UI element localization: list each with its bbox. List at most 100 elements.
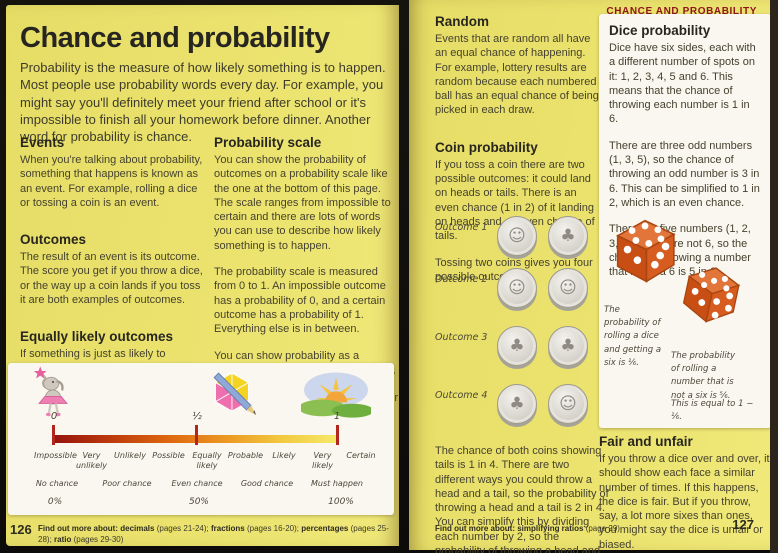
scale-word: Unlikely <box>114 451 146 460</box>
dice-probability-heading: Dice probability <box>609 23 711 38</box>
coin-tails-icon: ♣ <box>548 216 588 256</box>
scale-word: Probable <box>227 451 264 460</box>
footer-pages: (pages 29-30) <box>71 534 124 544</box>
dice-annotation-3: This is equal to 1 − ⅙. <box>671 399 754 423</box>
right-page: CHANCE AND PROBABILITY Random Events tha… <box>409 0 771 553</box>
coins-closing-para: The chance of both coins showing tails i… <box>435 445 609 553</box>
scale-word: Certain <box>346 451 376 460</box>
percent-50: 50% <box>188 497 209 507</box>
page-number: 126 <box>10 522 32 537</box>
footer-prefix: Find out more about: <box>435 524 515 533</box>
coin-probability-para1: If you toss a coin there are two possibl… <box>435 158 595 243</box>
footer-topic: ratio <box>54 534 72 544</box>
scale-word: Likely <box>272 451 296 460</box>
tick-label-1: 1 <box>333 411 341 422</box>
coin-heads-icon: ☺ <box>548 384 588 424</box>
likelihood-words-row: Impossible Very unlikely Unlikely Possib… <box>34 451 380 471</box>
scale-word: Possible <box>152 451 185 460</box>
tick-label-0: 0 <box>50 411 58 422</box>
left-page: Chance and probability Probability is th… <box>6 5 399 546</box>
tick-label-half: ½ <box>192 411 202 422</box>
random-body: Events that are random all have an equal… <box>435 33 599 117</box>
page-number: 127 <box>732 517 754 532</box>
chance-word: No chance <box>35 479 79 488</box>
running-head: CHANCE AND PROBABILITY <box>606 6 757 17</box>
outcome-row-4: Outcome 4 ♣ ☺ <box>435 382 595 428</box>
scale-tick-0 <box>52 425 55 445</box>
outcomes-heading: Outcomes <box>20 232 87 248</box>
right-page-left-column: Random Events that are random all have a… <box>435 14 601 293</box>
intro-paragraph: Probability is the measure of how likely… <box>20 60 386 145</box>
sunrise-icon <box>301 372 371 418</box>
probability-scale-heading: Probability scale <box>214 135 322 150</box>
dice-annotation-2: The probability of rolling a number that… <box>671 351 736 401</box>
footer-pages: (page 29) <box>583 524 620 533</box>
coin-face: ☺ <box>559 394 577 414</box>
probability-scale-para: You can show the probability of outcomes… <box>214 154 391 252</box>
die-two-icon <box>682 267 741 323</box>
scale-tick-1 <box>336 425 339 445</box>
coin-heads-icon: ☺ <box>497 216 537 256</box>
chance-word: Even chance <box>171 479 223 488</box>
scale-word: Very unlikely <box>75 451 108 470</box>
find-out-more: Find out more about: simplifying ratios … <box>435 524 635 535</box>
coin-face: ☺ <box>508 226 526 246</box>
die-one-icon <box>615 219 676 283</box>
random-heading: Random <box>435 14 489 29</box>
scale-word: Very likely <box>312 451 333 470</box>
coin-face: ☺ <box>559 278 577 298</box>
footer-pages: (pages 16-20); <box>244 524 302 533</box>
dice-para: Dice have six sides, each with a differe… <box>609 42 756 126</box>
coin-face: ♣ <box>509 336 525 356</box>
scale-word: Impossible <box>34 451 77 460</box>
scale-tick-half <box>195 425 198 445</box>
coin-heads-icon: ☺ <box>497 268 537 308</box>
outcome-label: Outcome 1 <box>435 222 488 233</box>
probability-scale-para: The probability scale is measured from 0… <box>214 266 386 336</box>
fair-and-unfair-section: Fair and unfair If you throw a dice over… <box>599 434 771 553</box>
pencil-icon <box>213 372 252 411</box>
outcome-row-2: Outcome 2 ☺ ☺ <box>435 266 595 312</box>
coin-face: ♣ <box>560 226 576 246</box>
outcome-row-3: Outcome 3 ♣ ♣ <box>435 324 595 370</box>
footer-pages: (pages 25-28); <box>38 524 389 544</box>
outcomes-body: The result of an event is its outcome. T… <box>20 251 203 307</box>
chance-word: Good chance <box>240 479 294 488</box>
outcome-label: Outcome 4 <box>435 390 488 401</box>
star-wand-icon <box>33 366 47 379</box>
footer-topic: decimals <box>120 524 155 533</box>
page-title: Chance and probability <box>20 22 330 54</box>
dice-para: There are three odd numbers (1, 3, 5), s… <box>609 139 760 209</box>
book-edge-shadow <box>770 0 778 553</box>
percent-0: 0% <box>47 497 63 507</box>
footer-pages: (pages 21-24); <box>154 524 211 533</box>
chance-words-row: No chance Poor chance Even chance Good c… <box>30 479 364 488</box>
spinner-icon <box>213 372 257 416</box>
coin-heads-icon: ☺ <box>548 268 588 308</box>
equally-likely-heading: Equally likely outcomes <box>20 329 174 345</box>
percent-100: 100% <box>328 497 354 507</box>
footer-prefix: Find out more about: <box>38 524 118 533</box>
events-body: When you're talking about probability, s… <box>20 154 203 209</box>
probability-scale-panel: 0 ½ 1 Impossible Very unlikely Unlikely … <box>8 363 394 515</box>
coin-face: ☺ <box>508 278 526 298</box>
ballet-elephant-icon <box>33 366 68 417</box>
events-heading: Events <box>20 135 65 150</box>
find-out-more: Find out more about: decimals (pages 21-… <box>38 524 394 546</box>
chance-word: Poor chance <box>102 479 152 488</box>
coin-face: ♣ <box>560 336 576 356</box>
coin-probability-heading: Coin probability <box>435 139 538 155</box>
outcome-row-1: Outcome 1 ☺ ♣ <box>435 214 595 260</box>
outcome-label: Outcome 3 <box>435 332 488 343</box>
coin-tails-icon: ♣ <box>548 326 588 366</box>
coin-tails-icon: ♣ <box>497 384 537 424</box>
outcome-label: Outcome 2 <box>435 274 488 285</box>
coin-face: ♣ <box>509 394 525 414</box>
dice-probability-box: Dice probability Dice have six sides, ea… <box>599 14 771 428</box>
dice-annotation-1: The probability of rolling a dice and ge… <box>604 305 662 368</box>
chance-word: Must happen <box>311 479 363 488</box>
footer-topic: simplifying ratios <box>517 524 584 533</box>
footer-topic: percentages <box>301 524 349 533</box>
coin-tails-icon: ♣ <box>497 326 537 366</box>
